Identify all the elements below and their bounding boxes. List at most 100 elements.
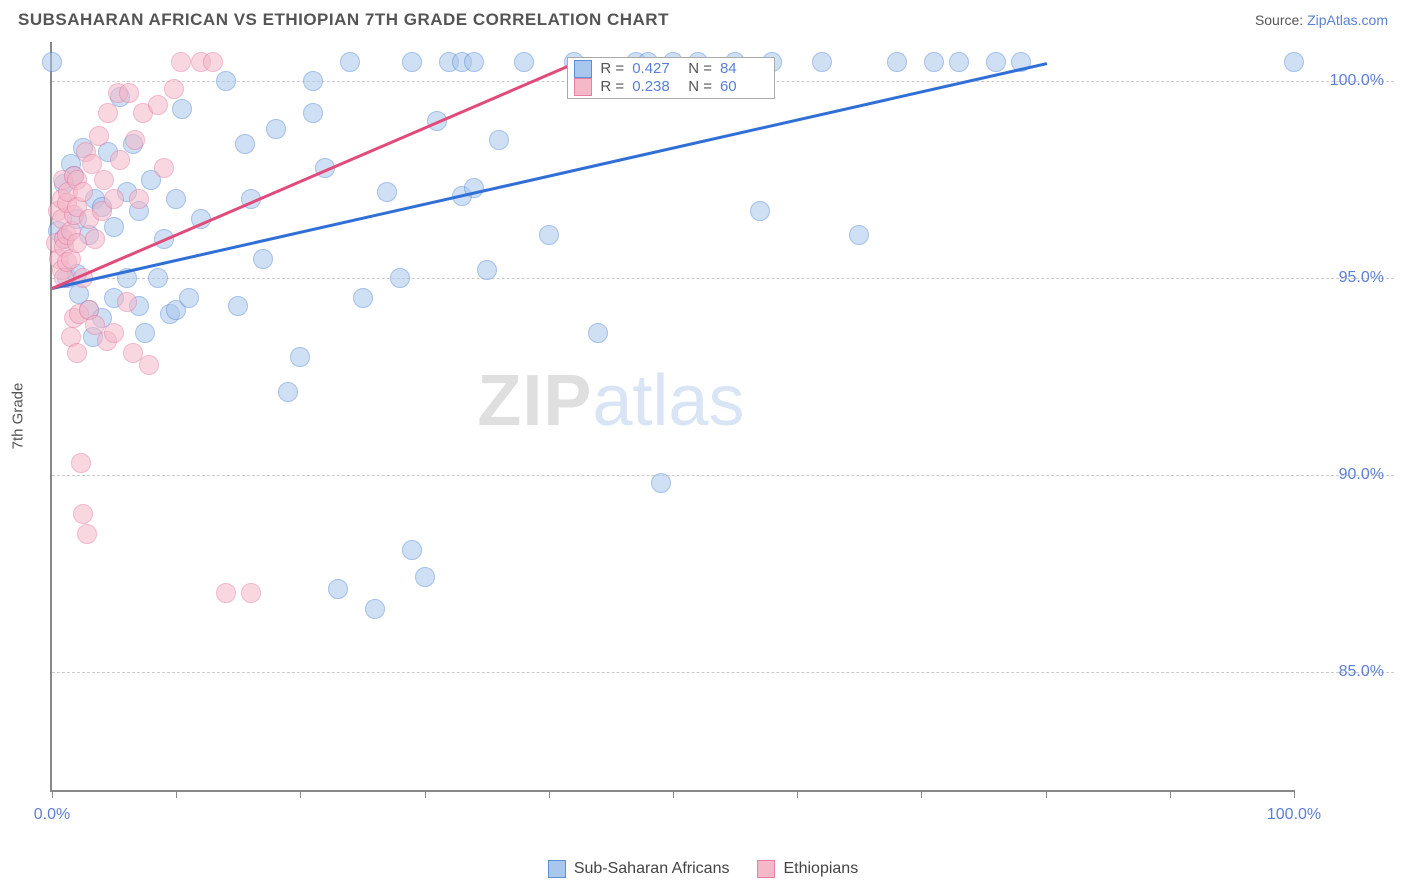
legend-label: Ethiopians [783, 860, 858, 878]
x-tick-label: 100.0% [1267, 806, 1321, 824]
data-point [171, 52, 191, 72]
legend-swatch [548, 860, 566, 878]
data-point [266, 119, 286, 139]
data-point [377, 182, 397, 202]
data-point [924, 52, 944, 72]
data-point [71, 453, 91, 473]
x-tick [797, 790, 798, 798]
data-point [67, 343, 87, 363]
y-tick-label: 90.0% [1339, 466, 1384, 484]
data-point [303, 71, 323, 91]
chart-area: 7th Grade 85.0%90.0%95.0%100.0%0.0%100.0… [50, 42, 1394, 822]
data-point [148, 268, 168, 288]
data-point [253, 249, 273, 269]
data-point [849, 225, 869, 245]
x-tick [176, 790, 177, 798]
source-attribution: Source: ZipAtlas.com [1255, 12, 1388, 28]
data-point [110, 150, 130, 170]
legend-item: Ethiopians [757, 860, 858, 878]
source-link[interactable]: ZipAtlas.com [1307, 12, 1388, 28]
data-point [228, 296, 248, 316]
data-point [887, 52, 907, 72]
data-point [365, 599, 385, 619]
legend-row: R =0.238N =60 [574, 78, 768, 96]
data-point [135, 323, 155, 343]
data-point [514, 52, 534, 72]
data-point [402, 52, 422, 72]
legend-swatch [574, 60, 592, 78]
chart-header: SUBSAHARAN AFRICAN VS ETHIOPIAN 7TH GRAD… [0, 0, 1406, 36]
data-point [477, 260, 497, 280]
x-tick [1046, 790, 1047, 798]
data-point [464, 52, 484, 72]
data-point [172, 99, 192, 119]
data-point [94, 170, 114, 190]
data-point [812, 52, 832, 72]
data-point [353, 288, 373, 308]
data-point [949, 52, 969, 72]
data-point [340, 52, 360, 72]
data-point [415, 567, 435, 587]
legend-swatch [574, 78, 592, 96]
data-point [986, 52, 1006, 72]
data-point [104, 217, 124, 237]
data-point [241, 583, 261, 603]
data-point [67, 233, 87, 253]
legend-n-value: 84 [720, 60, 768, 77]
data-point [179, 288, 199, 308]
gridline [52, 475, 1394, 476]
data-point [402, 540, 422, 560]
data-point [42, 52, 62, 72]
data-point [119, 83, 139, 103]
legend-r-value: 0.238 [632, 78, 680, 95]
y-axis-title: 7th Grade [10, 383, 27, 450]
data-point [235, 134, 255, 154]
data-point [203, 52, 223, 72]
data-point [98, 103, 118, 123]
data-point [85, 229, 105, 249]
data-point [303, 103, 323, 123]
data-point [104, 323, 124, 343]
data-point [129, 189, 149, 209]
legend-r-label: R = [600, 60, 624, 77]
x-tick [673, 790, 674, 798]
data-point [166, 189, 186, 209]
legend-r-label: R = [600, 78, 624, 95]
data-point [290, 347, 310, 367]
legend-label: Sub-Saharan Africans [574, 860, 730, 878]
x-tick [921, 790, 922, 798]
legend-bottom: Sub-Saharan Africans Ethiopians [0, 860, 1406, 878]
data-point [154, 158, 174, 178]
legend-n-label: N = [688, 60, 712, 77]
data-point [278, 382, 298, 402]
legend-r-value: 0.427 [632, 60, 680, 77]
data-point [148, 95, 168, 115]
data-point [164, 79, 184, 99]
data-point [390, 268, 410, 288]
data-point [216, 583, 236, 603]
data-point [77, 524, 97, 544]
legend-n-label: N = [688, 78, 712, 95]
legend-item: Sub-Saharan Africans [548, 860, 730, 878]
data-point [73, 504, 93, 524]
data-point [216, 71, 236, 91]
plot-area: 7th Grade 85.0%90.0%95.0%100.0%0.0%100.0… [50, 42, 1294, 792]
x-tick [549, 790, 550, 798]
data-point [328, 579, 348, 599]
source-prefix: Source: [1255, 12, 1307, 28]
legend-swatch [757, 860, 775, 878]
y-tick-label: 95.0% [1339, 269, 1384, 287]
data-point [117, 292, 137, 312]
data-point [1284, 52, 1304, 72]
data-point [89, 126, 109, 146]
data-point [139, 355, 159, 375]
x-tick [425, 790, 426, 798]
watermark: ZIPatlas [477, 360, 744, 442]
data-point [588, 323, 608, 343]
y-tick-label: 85.0% [1339, 663, 1384, 681]
x-tick [300, 790, 301, 798]
data-point [489, 130, 509, 150]
gridline [52, 672, 1394, 673]
trend-line [52, 62, 1048, 289]
chart-title: SUBSAHARAN AFRICAN VS ETHIOPIAN 7TH GRAD… [18, 10, 669, 30]
